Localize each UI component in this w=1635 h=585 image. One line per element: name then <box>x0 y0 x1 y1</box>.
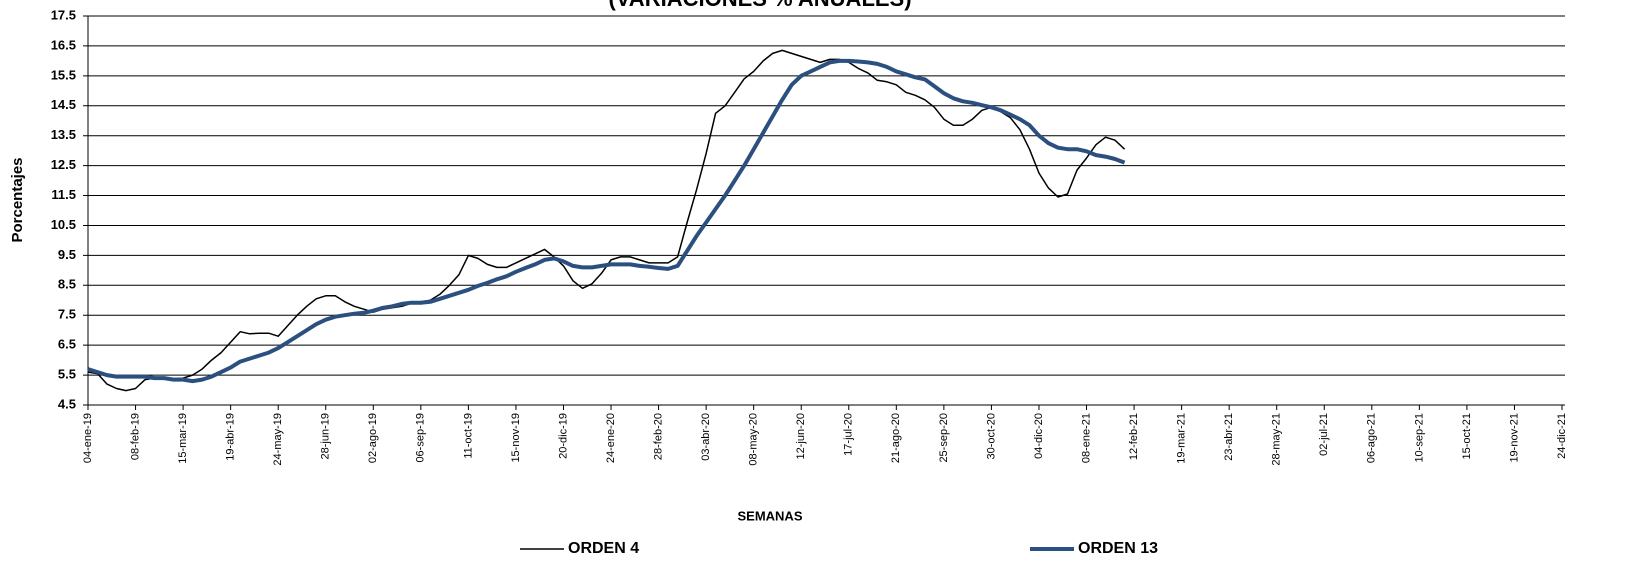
x-tick-label: 19-mar-21 <box>1176 413 1188 464</box>
legend-label: ORDEN 4 <box>568 540 639 557</box>
x-tick-label: 21-ago-20 <box>890 413 902 463</box>
x-tick-label: 20-dic-19 <box>557 413 569 459</box>
x-tick-label: 28-may-21 <box>1271 413 1283 466</box>
y-tick-label: 8.5 <box>58 277 76 292</box>
x-tick-label: 04-ene-19 <box>82 413 94 463</box>
x-tick-label: 15-mar-19 <box>177 413 189 464</box>
y-tick-label: 14.5 <box>51 97 76 112</box>
y-tick-label: 10.5 <box>51 217 76 232</box>
x-tick-label: 30-oct-20 <box>985 413 997 459</box>
x-tick-label: 25-sep-20 <box>938 413 950 463</box>
x-tick-label: 06-sep-19 <box>415 413 427 463</box>
x-tick-label: 08-feb-19 <box>129 413 141 460</box>
x-tick-label: 10-sep-21 <box>1413 413 1425 463</box>
x-tick-label: 24-may-19 <box>272 413 284 466</box>
x-tick-label: 12-jun-20 <box>795 413 807 459</box>
y-tick-label: 16.5 <box>51 37 76 52</box>
x-tick-label: 08-may-20 <box>748 413 760 466</box>
x-tick-label: 28-jun-19 <box>320 413 332 459</box>
x-tick-label: 28-feb-20 <box>652 413 664 460</box>
y-tick-label: 7.5 <box>58 307 76 322</box>
y-tick-label: 9.5 <box>58 247 76 262</box>
x-tick-label: 11-oct-19 <box>462 413 474 459</box>
x-tick-label: 15-oct-21 <box>1461 413 1473 459</box>
x-tick-label: 06-ago-21 <box>1366 413 1378 463</box>
x-tick-label: 17-jul-20 <box>843 413 855 456</box>
x-tick-label: 12-feb-21 <box>1128 413 1140 460</box>
x-tick-label: 15-nov-19 <box>510 413 522 463</box>
y-tick-label: 5.5 <box>58 367 76 382</box>
y-tick-label: 11.5 <box>51 187 76 202</box>
x-tick-label: 24-ene-20 <box>605 413 617 463</box>
x-tick-label: 02-ago-19 <box>367 413 379 463</box>
y-tick-label: 6.5 <box>58 337 76 352</box>
chart-title: (VARIACIONES % ANUALES) <box>608 0 911 11</box>
y-tick-label: 12.5 <box>51 157 76 172</box>
x-tick-label: 08-ene-21 <box>1080 413 1092 463</box>
x-tick-label: 02-jul-21 <box>1318 413 1330 456</box>
x-tick-label: 19-nov-21 <box>1508 413 1520 463</box>
y-tick-label: 13.5 <box>51 127 76 142</box>
x-tick-label: 04-dic-20 <box>1033 413 1045 459</box>
y-tick-label: 15.5 <box>51 67 76 82</box>
y-axis-title: Porcentajes <box>9 157 26 242</box>
x-tick-label: 19-abr-19 <box>225 413 237 461</box>
legend-label: ORDEN 13 <box>1078 540 1158 557</box>
y-tick-label: 4.5 <box>58 396 76 411</box>
x-tick-label: 24-dic-21 <box>1556 413 1568 459</box>
y-tick-label: 17.5 <box>51 7 76 22</box>
x-tick-label: 23-abr-21 <box>1223 413 1235 461</box>
x-axis-title: SEMANAS <box>737 508 802 523</box>
series-line <box>87 58 1126 384</box>
x-tick-label: 03-abr-20 <box>700 413 712 461</box>
